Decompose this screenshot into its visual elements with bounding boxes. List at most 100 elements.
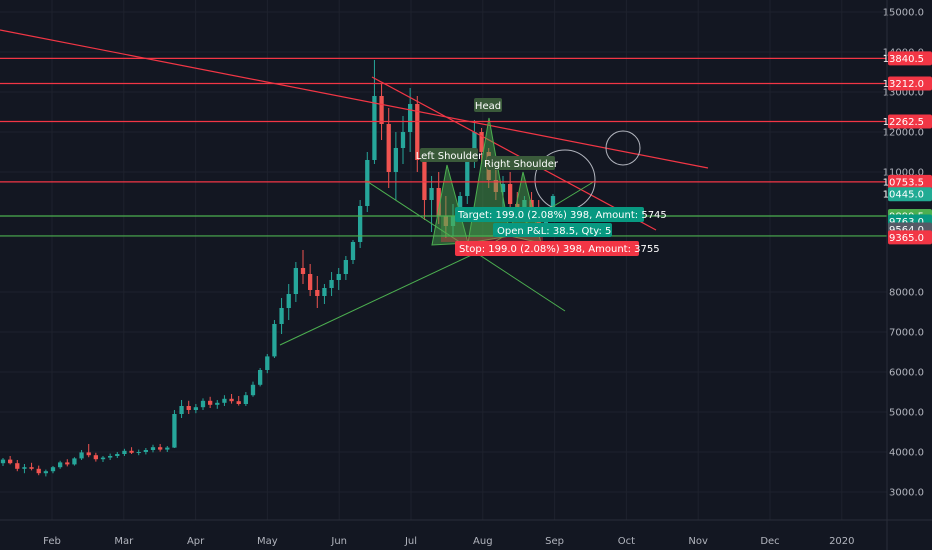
candle (79, 450, 84, 460)
price-badge[interactable]: 12262.5 (883, 114, 932, 129)
price-badge[interactable]: 10753.5 (883, 174, 932, 189)
candle (93, 452, 98, 462)
candle-body (286, 294, 291, 308)
candle (322, 284, 327, 304)
x-tick-label: Nov (688, 536, 708, 547)
trendline-green-support[interactable] (279, 251, 479, 346)
candle (408, 88, 413, 152)
label-left-shoulder[interactable]: Left Shoulder (416, 148, 483, 162)
candle (358, 200, 363, 248)
candle (58, 460, 63, 469)
pattern-left-shoulder-shape (431, 164, 469, 246)
x-tick-label: Jun (330, 536, 347, 547)
candle-body (65, 462, 70, 465)
label-head[interactable]: Head (474, 98, 502, 112)
position-stop-label[interactable]: Stop: 199.0 (2.08%) 398, Amount: 3755 (455, 241, 660, 256)
candle (343, 256, 348, 280)
x-tick-label: Jul (404, 536, 417, 547)
label-right-shoulder-text: Right Shoulder (484, 159, 559, 170)
position-target-label[interactable]: Target: 199.0 (2.08%) 398, Amount: 5745 (455, 207, 667, 222)
label-head-text: Head (475, 101, 501, 112)
price-badge-text: 13212.0 (883, 79, 924, 90)
candle (36, 465, 41, 476)
y-tick-label: 3000.0 (889, 488, 924, 499)
y-tick-label: 7000.0 (889, 328, 924, 339)
candle (272, 320, 277, 358)
price-badge[interactable]: 10445.0 (883, 187, 932, 202)
candle-body (408, 104, 413, 132)
price-badge-bg (888, 114, 932, 129)
x-axis[interactable]: Feb Mar Apr May Jun Jul Aug Sep Oct Nov Dec 2020 (0, 519, 932, 547)
x-tick-label: Sep (545, 536, 564, 547)
price-badge[interactable]: 13212.0 (883, 76, 932, 91)
candles (0, 60, 556, 477)
label-right-shoulder[interactable]: Right Shoulder (484, 156, 559, 170)
candle (372, 60, 377, 164)
candle (108, 453, 113, 460)
y-tick-label: 15000.0 (883, 8, 924, 19)
price-badge-bg (888, 187, 932, 202)
candle-body (308, 274, 313, 290)
candle (208, 396, 213, 408)
candle-body (272, 324, 277, 357)
candle-body (22, 467, 27, 469)
circle-annotation-small[interactable] (605, 130, 641, 166)
candle (415, 96, 420, 172)
candle (86, 444, 91, 458)
candle-body (393, 148, 398, 172)
candle-body (258, 370, 263, 385)
price-badge[interactable]: 9365.0 (888, 230, 932, 245)
candle (429, 176, 434, 232)
candle-body (500, 184, 506, 192)
y-tick-label: 12000.0 (883, 128, 924, 139)
candle-body (15, 463, 20, 469)
candle-body (72, 458, 77, 465)
candle-body (243, 395, 248, 404)
price-badge-bg (888, 51, 932, 66)
candle-body (350, 242, 356, 260)
candle-body (200, 400, 206, 408)
candle (172, 410, 177, 448)
candle-body (229, 398, 234, 402)
candle (72, 457, 77, 466)
candle (29, 462, 34, 471)
candle (50, 466, 56, 474)
candle (250, 381, 256, 397)
candle-body (86, 452, 91, 456)
candle (308, 264, 313, 296)
candle-body (108, 456, 113, 458)
x-tick-label: May (257, 536, 278, 547)
candle-body (208, 400, 213, 405)
position-open-text: Open P&L: 38.5, Qty: 5 (497, 226, 611, 237)
candle-body (100, 457, 106, 460)
candle (443, 196, 448, 238)
candle-body (129, 450, 134, 453)
price-badge[interactable]: 13840.5 (883, 51, 932, 66)
candle (165, 446, 170, 452)
candle (286, 284, 291, 320)
candle (450, 204, 456, 236)
x-tick-label: Dec (760, 536, 779, 547)
price-badge-text: 10753.5 (883, 177, 924, 188)
position-open-label[interactable]: Open P&L: 38.5, Qty: 5 (493, 223, 612, 237)
candle (279, 298, 284, 334)
candle-body (465, 160, 470, 196)
y-tick-label: 5000.0 (889, 408, 924, 419)
candle (336, 268, 341, 290)
x-tick-label: Feb (43, 536, 61, 547)
candle (186, 400, 191, 414)
label-left-shoulder-text: Left Shoulder (416, 151, 483, 162)
trendline-long-resistance[interactable] (0, 29, 709, 169)
candle-body (358, 206, 363, 242)
candle (15, 460, 20, 472)
candle (243, 392, 248, 406)
candle-body (222, 398, 227, 403)
candle (136, 449, 141, 456)
trendline-upper-fork[interactable] (371, 76, 657, 231)
candle-body (508, 184, 513, 204)
candle (200, 398, 206, 410)
candle (43, 469, 48, 477)
candle (329, 272, 334, 296)
candle-body (365, 160, 370, 206)
